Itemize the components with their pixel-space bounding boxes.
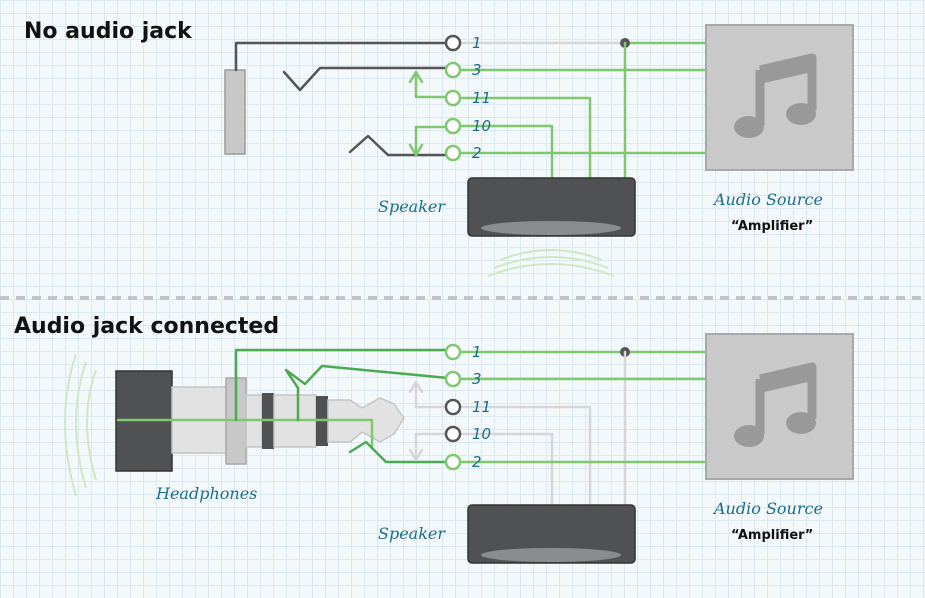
speaker-label-top: Speaker [378, 197, 446, 216]
wire-plug-center [116, 418, 374, 450]
spring-contact-3 [282, 66, 448, 92]
pin-3 [444, 61, 462, 79]
music-note-icon [734, 362, 817, 447]
headphone-sound-waves [64, 353, 97, 497]
switch-arrow-3-11-bottom [414, 381, 448, 409]
pin-label-1: 1 [472, 343, 482, 361]
wire-pin10-speaker [460, 124, 554, 182]
pin-1 [444, 343, 462, 361]
pin-label-2: 2 [472, 144, 482, 162]
wire-plug-pin3 [284, 364, 450, 422]
speaker-top [467, 177, 636, 277]
wire-plug-pin2 [348, 440, 450, 464]
audio-source-bottom [705, 333, 854, 480]
wire-pin11-speaker-bottom [460, 405, 592, 509]
spring-contact-2 [348, 134, 448, 157]
pin-column-top: 1 3 11 10 2 [444, 34, 491, 162]
amplifier-label-bottom: “Amplifier” [731, 528, 813, 543]
heading-no-audio-jack: No audio jack [24, 19, 193, 44]
wire-pin11-speaker [460, 96, 592, 182]
wire-plug-pin1 [234, 348, 450, 422]
jack-contact-bar [224, 69, 246, 155]
pin-label-11: 11 [472, 398, 491, 416]
heading-audio-jack-connected: Audio jack connected [14, 314, 279, 339]
pin-3 [444, 370, 462, 388]
arrow-head-icon [408, 380, 424, 394]
wire-pin1-contact [234, 41, 450, 72]
arrow-head-icon [408, 448, 424, 462]
audio-source-label-top: Audio Source [712, 190, 823, 209]
pin-2 [444, 144, 462, 162]
arrow-head-icon [408, 70, 424, 84]
pin-label-3: 3 [472, 370, 482, 388]
audio-source-top [705, 24, 854, 171]
switch-arrow-3-11 [414, 71, 448, 99]
pin-label-11: 11 [472, 89, 491, 107]
speaker-bottom [467, 504, 636, 564]
speaker-label-bottom: Speaker [378, 524, 446, 543]
pin-10 [444, 117, 462, 135]
amplifier-label-top: “Amplifier” [731, 219, 813, 234]
music-note-icon [734, 53, 817, 138]
audio-source-label-bottom: Audio Source [712, 499, 823, 518]
pin-2 [444, 453, 462, 471]
pin-11 [444, 89, 462, 107]
pin-column-bottom: 1 3 11 10 2 [444, 343, 491, 471]
arrow-head-icon [408, 143, 424, 157]
wire-pin10-speaker-bottom [460, 432, 554, 509]
pin-label-3: 3 [472, 61, 482, 79]
pin-label-2: 2 [472, 453, 482, 471]
pin-1 [444, 34, 462, 52]
pin-11 [444, 398, 462, 416]
pin-10 [444, 425, 462, 443]
pin-label-1: 1 [472, 34, 482, 52]
pin-label-10: 10 [472, 425, 491, 443]
pin-label-10: 10 [472, 117, 491, 135]
headphones-label: Headphones [155, 484, 257, 503]
